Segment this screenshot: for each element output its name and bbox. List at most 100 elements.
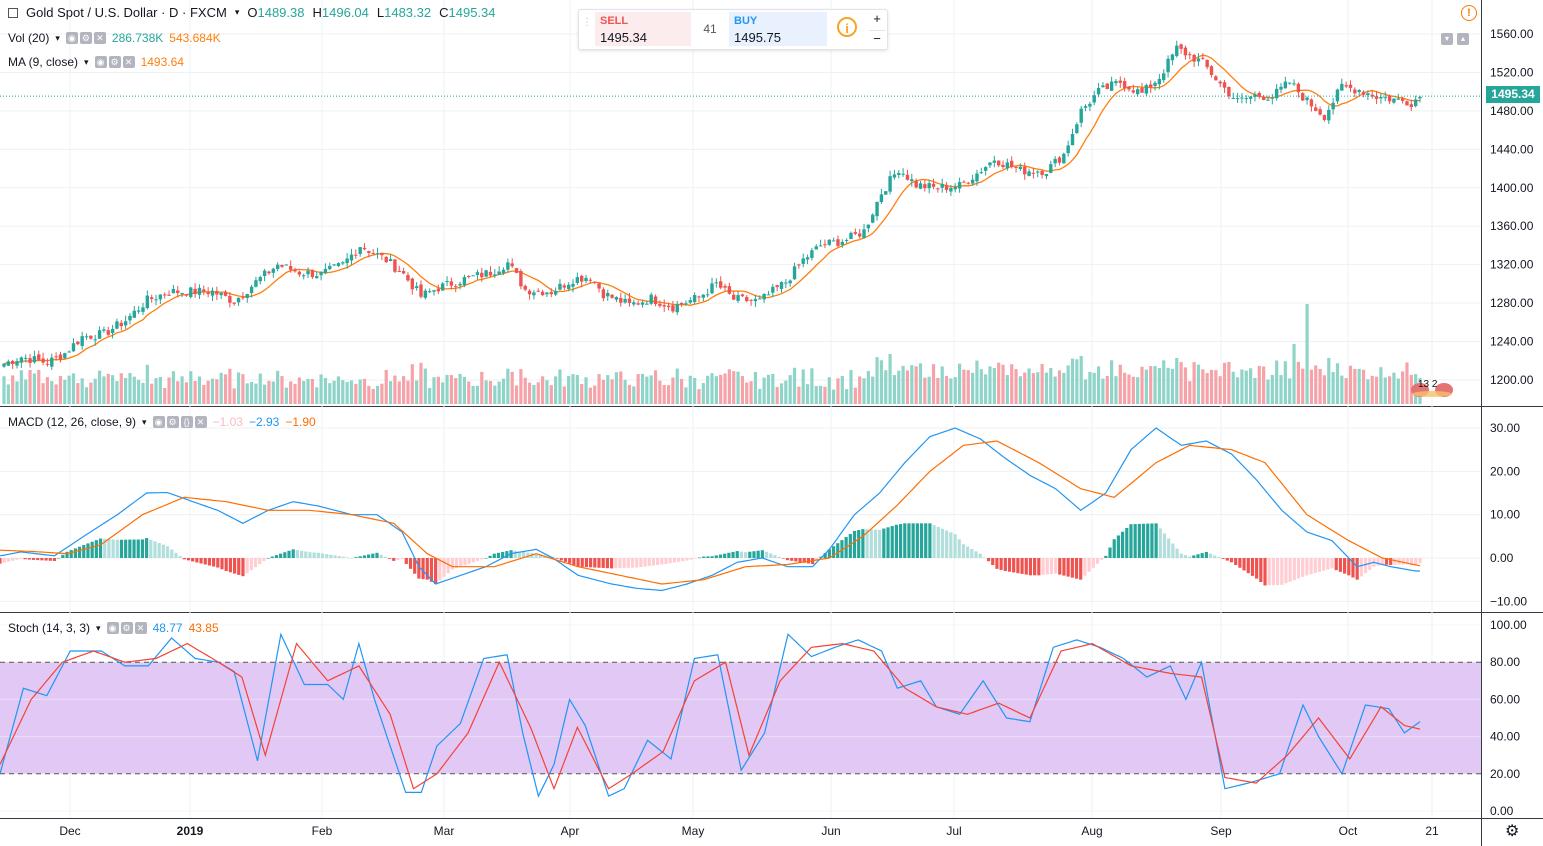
chevron-down-icon[interactable]: ▾ [55, 32, 60, 43]
open-label: O [247, 5, 258, 20]
candle-body [89, 335, 93, 339]
candle-body [232, 302, 236, 304]
events-badge[interactable]: 13 2 [1410, 378, 1456, 398]
sell-button[interactable]: SELL 1495.34 [595, 12, 691, 46]
volume-bar [610, 379, 614, 404]
gear-icon[interactable]: ⚙ [108, 56, 121, 68]
macd-histogram-bar [584, 558, 589, 568]
candle-body [436, 288, 441, 292]
alert-icon[interactable]: ! [1461, 5, 1477, 21]
chevron-down-icon[interactable]: ▾ [142, 416, 147, 427]
eye-icon[interactable]: ◉ [106, 622, 119, 634]
volume-bar [1231, 371, 1235, 404]
volume-bar [1105, 375, 1109, 404]
gear-icon[interactable]: ⚙ [120, 622, 133, 634]
macd-histogram-bar [1095, 558, 1100, 564]
macd-histogram-bar [77, 546, 82, 558]
volume-bar [467, 381, 471, 404]
candle-body [536, 290, 540, 292]
volume-bar [11, 375, 15, 404]
close-icon[interactable]: ✕ [122, 56, 135, 68]
macd-histogram-bar [1116, 535, 1121, 558]
candle-body [823, 244, 827, 246]
macd-histogram-bar [90, 541, 94, 558]
volume-bar [28, 370, 32, 404]
close-icon[interactable]: ✕ [194, 416, 207, 428]
candle-body [1392, 98, 1396, 103]
candle-body [284, 264, 289, 266]
eye-icon[interactable]: ◉ [152, 416, 165, 428]
macd-histogram-bar [886, 527, 890, 558]
volume-bar [332, 380, 336, 404]
drag-handle-icon[interactable]: ⋮⋮ [582, 17, 602, 28]
macd-name[interactable]: MACD (12, 26, close, 9) [8, 415, 137, 429]
collapse-icon[interactable] [8, 7, 18, 18]
braces-icon[interactable]: {} [180, 416, 193, 428]
gear-icon[interactable]: ⚙ [166, 416, 179, 428]
macd-histogram-bar [593, 558, 597, 568]
quantity-plus-button[interactable]: + [873, 11, 881, 26]
candle-body [510, 263, 514, 267]
volume-bar [658, 380, 662, 404]
volume-bar [1162, 360, 1166, 404]
volume-bar [736, 371, 740, 404]
chevron-down-icon[interactable]: ▾ [96, 622, 101, 633]
buy-button[interactable]: BUY 1495.75 [729, 12, 827, 46]
macd-histogram-bar [1343, 558, 1347, 574]
volume-bar [71, 373, 76, 404]
macd-histogram-bar [697, 557, 702, 559]
macd-histogram-bar [1338, 558, 1343, 572]
macd-histogram-bar [1062, 558, 1066, 576]
volume-bar [740, 376, 745, 404]
volume-bar [966, 370, 970, 404]
macd-histogram-bar [136, 539, 140, 558]
macd-histogram-bar [568, 558, 572, 564]
macd-histogram-bar [1171, 543, 1175, 558]
collapse-pane-icon[interactable]: ▾ [1441, 33, 1453, 45]
eye-icon[interactable]: ◉ [94, 56, 107, 68]
macd-histogram-bar [1275, 558, 1280, 586]
volume-bar [766, 374, 771, 404]
volume-bar [1283, 361, 1287, 404]
candle-body [501, 269, 506, 274]
macd-histogram-bar [1133, 524, 1137, 558]
macd-histogram-bar [878, 529, 882, 558]
stoch-name[interactable]: Stoch (14, 3, 3) [8, 621, 91, 635]
symbol-name[interactable]: Gold Spot / U.S. Dollar · D · FXCM [26, 5, 227, 20]
volume-bar [931, 364, 936, 404]
macd-histogram-bar [111, 539, 115, 558]
close-icon[interactable]: ✕ [93, 32, 106, 44]
candle-body [1301, 93, 1305, 101]
candle-body [1088, 103, 1092, 107]
events-count: 13 2 [1418, 379, 1438, 390]
eye-icon[interactable]: ◉ [65, 32, 78, 44]
candle-body [406, 275, 410, 281]
candle-body [1135, 89, 1140, 95]
volume-bar [1327, 357, 1331, 404]
info-icon[interactable]: i [837, 17, 857, 37]
volume-bar [341, 380, 345, 404]
volume-bar [984, 374, 988, 404]
expand-pane-icon[interactable]: ▴ [1457, 33, 1469, 45]
quantity-minus-button[interactable]: − [869, 30, 885, 47]
vol-name[interactable]: Vol (20) [8, 31, 50, 45]
x-tick-label: Apr [561, 824, 580, 838]
volume-bar [189, 371, 193, 404]
candle-body [1353, 89, 1357, 94]
macd-histogram-bar [442, 558, 446, 577]
macd-histogram-bar [1108, 547, 1112, 558]
candle-body [267, 271, 271, 274]
close-icon[interactable]: ✕ [134, 622, 147, 634]
candle-body [805, 257, 810, 260]
settings-gear-icon[interactable]: ⚙ [1505, 823, 1520, 840]
volume-bar [110, 375, 115, 404]
macd-histogram-bar [186, 558, 191, 561]
volume-bar [892, 375, 897, 404]
volume-bar [632, 386, 636, 404]
gear-icon[interactable]: ⚙ [79, 32, 92, 44]
ma-name[interactable]: MA (9, close) [8, 55, 79, 69]
volume-bar [788, 375, 792, 404]
chevron-down-icon[interactable]: ▾ [234, 7, 240, 17]
chevron-down-icon[interactable]: ▾ [84, 56, 89, 67]
